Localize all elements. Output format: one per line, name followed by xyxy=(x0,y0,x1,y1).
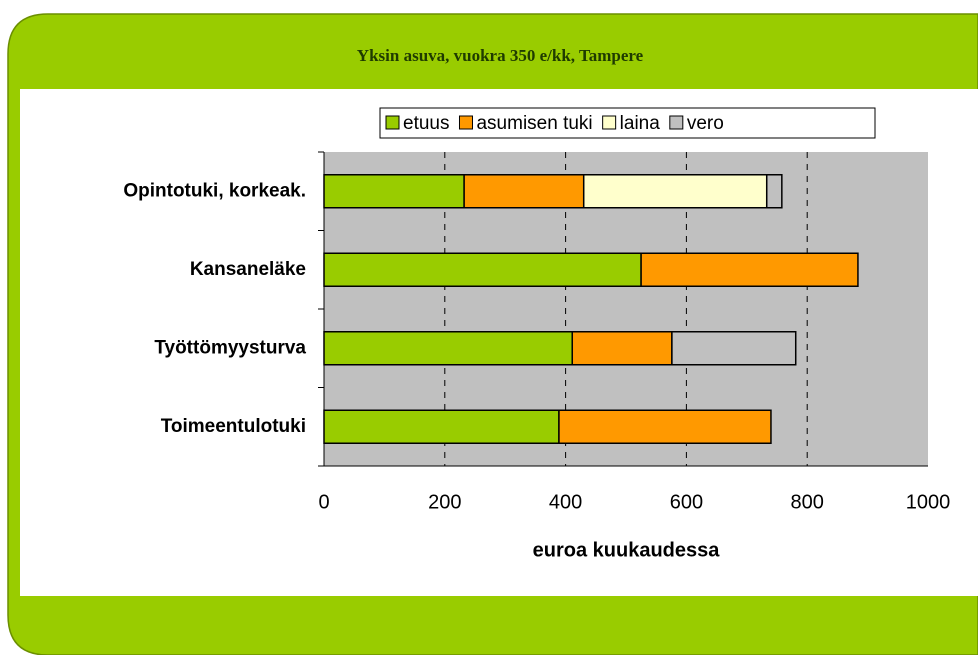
legend-label: vero xyxy=(687,113,724,134)
x-tick-label: 0 xyxy=(318,491,329,513)
bar-segment xyxy=(323,252,642,287)
x-tick-label: 800 xyxy=(791,491,824,513)
legend-swatch xyxy=(385,115,400,130)
legend-label: asumisen tuki xyxy=(476,113,592,134)
bar-segment xyxy=(571,331,673,366)
x-tick-label: 1000 xyxy=(906,491,951,513)
bar-segment xyxy=(323,409,560,444)
bar-segment xyxy=(582,174,768,209)
x-axis-label: euroa kuukaudessa xyxy=(533,539,721,561)
x-tick-label: 600 xyxy=(670,491,703,513)
x-tick-label: 400 xyxy=(549,491,582,513)
bar-segment xyxy=(671,331,797,366)
y-tick-label: Opintotuki, korkeak. xyxy=(123,180,306,201)
legend-swatch xyxy=(458,115,473,130)
legend-label: etuus xyxy=(403,113,449,134)
bar-segment xyxy=(640,252,859,287)
y-tick-label: Toimeentulotuki xyxy=(161,416,306,437)
bar-segment xyxy=(323,331,573,366)
legend-swatch xyxy=(602,115,617,130)
legend-label: laina xyxy=(620,113,661,134)
legend-swatch xyxy=(669,115,684,130)
y-tick-label: Työttömyysturva xyxy=(154,337,306,358)
bar-segment xyxy=(765,174,783,209)
x-tick-label: 200 xyxy=(428,491,461,513)
bar-segment xyxy=(323,174,465,209)
bar-segment xyxy=(558,409,772,444)
chart-title: Yksin asuva, vuokra 350 e/kk, Tampere xyxy=(357,46,644,65)
bar-segment xyxy=(463,174,585,209)
y-tick-label: Kansaneläke xyxy=(190,259,306,280)
